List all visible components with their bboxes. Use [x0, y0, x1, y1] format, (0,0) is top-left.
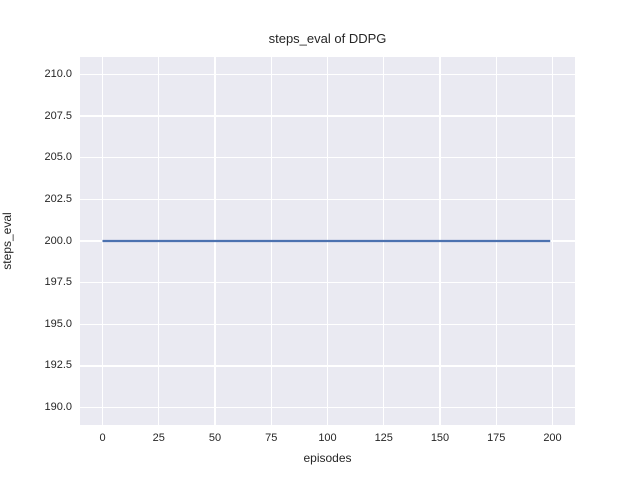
y-gridline	[80, 73, 575, 76]
x-tick-label: 50	[208, 432, 222, 444]
x-axis-label: episodes	[303, 451, 352, 465]
y-tick-label: 200.0	[44, 234, 72, 247]
x-tick-label: 25	[152, 432, 165, 444]
chart-title: steps_eval of DDPG	[268, 31, 387, 46]
plot-area	[80, 57, 575, 425]
y-tick-label: 205.0	[44, 151, 72, 164]
y-gridline	[80, 115, 575, 117]
y-gridline	[80, 323, 575, 325]
y-gridline	[80, 365, 575, 367]
y-tick-label: 210.0	[44, 67, 72, 80]
x-tick-label: 200	[543, 432, 562, 444]
x-tick-label: 125	[374, 432, 393, 444]
x-tick-label: 150	[430, 432, 450, 444]
y-tick-label: 197.5	[44, 276, 72, 289]
y-tick-label: 207.5	[44, 109, 72, 122]
x-tick-label: 175	[487, 432, 506, 444]
x-tick-label: 100	[318, 432, 337, 444]
line-layer	[102, 239, 551, 243]
y-gridline	[80, 198, 575, 201]
y-tick-label: 195.0	[44, 317, 72, 330]
x-tick-label: 0	[99, 432, 106, 444]
x-tick-label: 75	[265, 432, 278, 444]
y-gridline	[80, 406, 575, 409]
y-tick-label: 192.5	[44, 359, 72, 372]
y-tick-label: 190.0	[44, 401, 72, 414]
y-tick-label: 202.5	[44, 192, 72, 205]
y-gridline	[80, 157, 575, 159]
y-gridline	[80, 281, 575, 284]
